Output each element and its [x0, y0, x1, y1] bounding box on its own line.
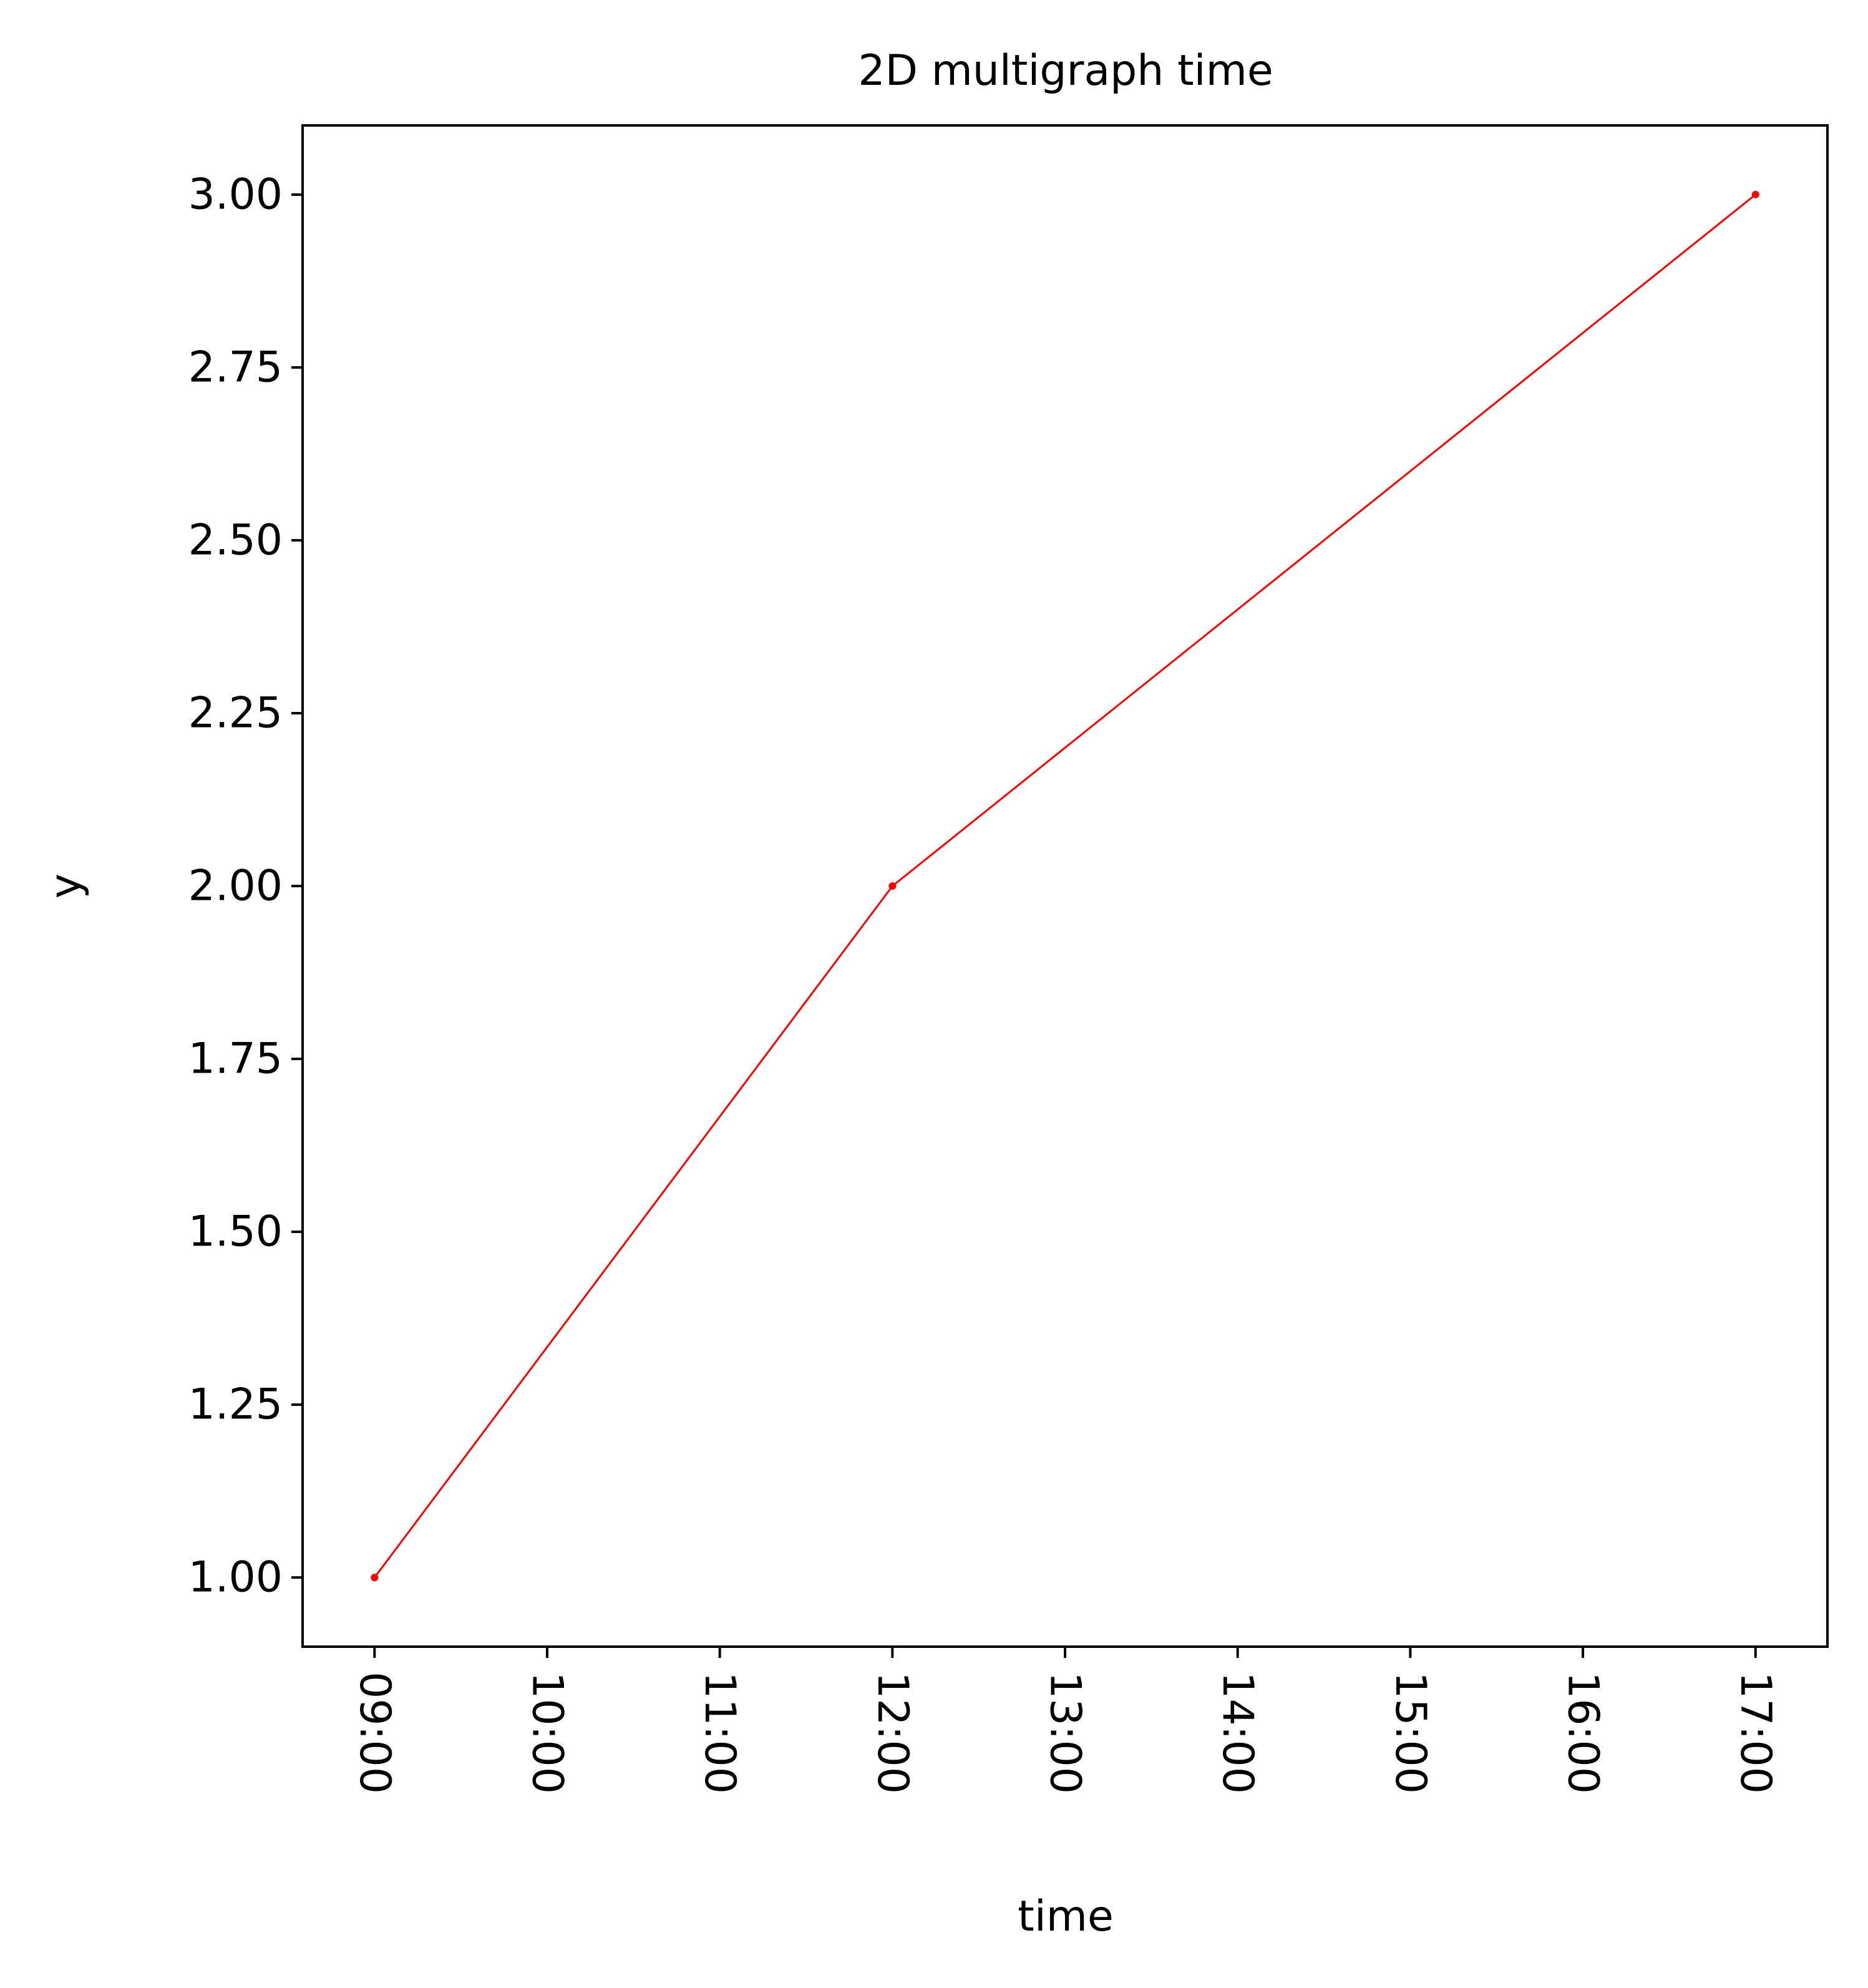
- y-axis-title: y: [41, 874, 90, 899]
- plot-frame: [301, 124, 1829, 1648]
- y-tick-label: 1.75: [188, 1035, 283, 1084]
- x-tick-label: 13:00: [1041, 1672, 1090, 1794]
- y-tick-label: 2.00: [188, 862, 283, 911]
- x-tick-label: 11:00: [695, 1672, 744, 1794]
- x-axis-title: time: [1018, 1892, 1114, 1941]
- x-tick-label: 10:00: [522, 1672, 572, 1794]
- y-tick-label: 1.50: [188, 1207, 283, 1257]
- x-tick-label: 15:00: [1386, 1672, 1435, 1794]
- data-point: [888, 882, 897, 890]
- plot-area: [371, 190, 1759, 1582]
- x-tick-label: 14:00: [1213, 1672, 1262, 1794]
- y-axis: 1.00 1.25 1.50 1.75 2.00 2.25 2.50 2.75 3.00: [188, 170, 303, 1602]
- x-tick-label: 16:00: [1559, 1672, 1608, 1794]
- y-tick-label: 1.00: [188, 1553, 283, 1602]
- chart-title: 2D multigraph time: [858, 46, 1273, 95]
- data-point: [371, 1574, 379, 1582]
- x-tick-label: 17:00: [1731, 1672, 1780, 1794]
- y-tick-label: 3.00: [188, 170, 283, 219]
- y-tick-label: 2.75: [188, 343, 283, 392]
- y-tick-label: 2.50: [188, 515, 283, 565]
- x-tick-label: 12:00: [868, 1672, 917, 1794]
- data-point: [1751, 190, 1759, 198]
- x-axis: 09:00 10:00 11:00 12:00 13:00 14:00 15:00 16:00…: [350, 1647, 1780, 1794]
- y-tick-label: 2.25: [188, 688, 283, 738]
- y-tick-label: 1.25: [188, 1380, 283, 1430]
- x-tick-label: 09:00: [350, 1672, 399, 1794]
- series-line: [374, 193, 1756, 1579]
